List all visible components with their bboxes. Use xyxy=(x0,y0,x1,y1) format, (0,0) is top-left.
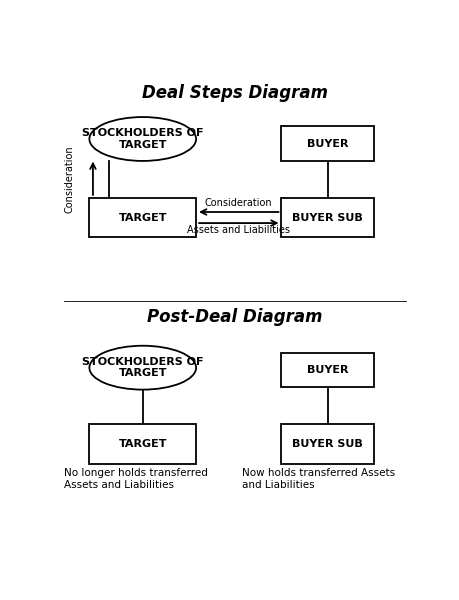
FancyBboxPatch shape xyxy=(281,126,374,161)
Ellipse shape xyxy=(90,346,196,389)
FancyBboxPatch shape xyxy=(90,424,196,464)
Text: Now holds transferred Assets
and Liabilities: Now holds transferred Assets and Liabili… xyxy=(242,468,396,490)
Text: STOCKHOLDERS OF
TARGET: STOCKHOLDERS OF TARGET xyxy=(82,357,203,379)
Text: STOCKHOLDERS OF
TARGET: STOCKHOLDERS OF TARGET xyxy=(82,128,203,150)
Text: No longer holds transferred
Assets and Liabilities: No longer holds transferred Assets and L… xyxy=(65,468,208,490)
Text: Post-Deal Diagram: Post-Deal Diagram xyxy=(147,308,323,326)
FancyBboxPatch shape xyxy=(281,198,374,237)
Text: TARGET: TARGET xyxy=(118,439,167,449)
Text: Consideration: Consideration xyxy=(65,146,75,213)
FancyBboxPatch shape xyxy=(281,353,374,388)
Ellipse shape xyxy=(90,117,196,161)
Text: Assets and Liabilities: Assets and Liabilities xyxy=(187,226,290,235)
Text: BUYER: BUYER xyxy=(307,139,348,149)
Text: BUYER SUB: BUYER SUB xyxy=(292,212,363,223)
Text: BUYER SUB: BUYER SUB xyxy=(292,439,363,449)
Text: TARGET: TARGET xyxy=(118,212,167,223)
FancyBboxPatch shape xyxy=(281,424,374,464)
FancyBboxPatch shape xyxy=(90,198,196,237)
Text: Deal Steps Diagram: Deal Steps Diagram xyxy=(142,83,328,101)
Text: BUYER: BUYER xyxy=(307,365,348,375)
Text: Consideration: Consideration xyxy=(205,198,273,208)
